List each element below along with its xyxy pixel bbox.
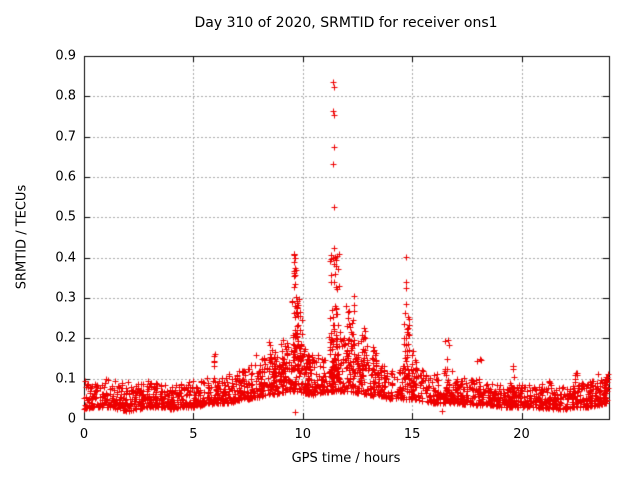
y-tick-label: 0.6 <box>55 169 76 185</box>
y-tick-label: 0.1 <box>55 371 76 387</box>
x-tick-label: 20 <box>513 427 530 442</box>
x-tick-label: 5 <box>189 427 198 442</box>
y-axis-label: SRMTID / TECUs <box>14 184 30 290</box>
x-tick-label: 0 <box>79 427 89 442</box>
y-tick-label: 0.9 <box>55 48 76 64</box>
y-tick-label: 0.8 <box>55 88 76 104</box>
y-tick-label: 0 <box>67 411 76 427</box>
y-tick-label: 0.7 <box>55 129 76 145</box>
x-tick-label: 15 <box>403 427 421 442</box>
y-tick-label: 0.4 <box>55 250 76 266</box>
chart-title: Day 310 of 2020, SRMTID for receiver ons… <box>194 15 498 31</box>
x-axis-label: GPS time / hours <box>291 451 401 466</box>
x-tick-label: 10 <box>294 427 312 442</box>
y-tick-label: 0.5 <box>55 209 76 225</box>
y-tick-label: 0.3 <box>55 290 76 306</box>
y-tick-label: 0.2 <box>55 330 76 346</box>
